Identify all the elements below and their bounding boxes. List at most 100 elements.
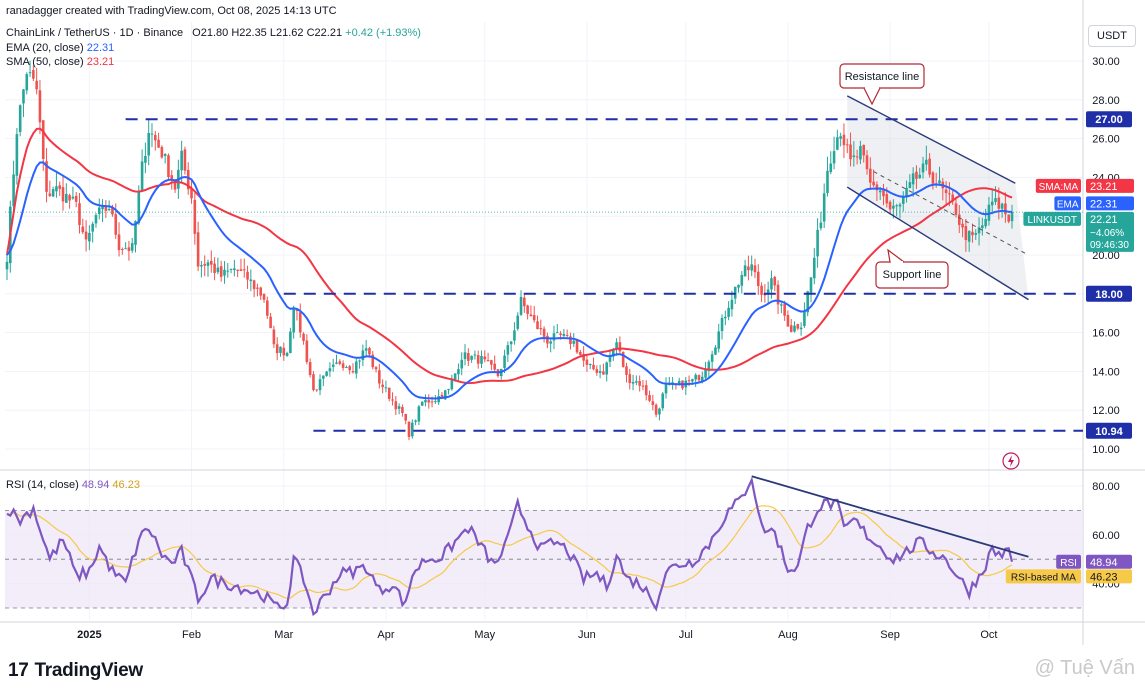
x-tick-label: Sep <box>880 629 900 641</box>
candle-body <box>546 335 549 344</box>
candle-body <box>948 193 951 195</box>
candle-body <box>737 284 740 288</box>
candle-body <box>35 80 38 90</box>
currency-selector[interactable]: USDT <box>1088 25 1136 47</box>
candle-body <box>714 347 717 355</box>
candle-body <box>206 262 210 266</box>
candle-body <box>789 325 793 332</box>
candle-body <box>153 135 157 141</box>
candle-body <box>724 316 727 319</box>
candle-body <box>256 287 259 289</box>
price-labels[interactable]: 27.00 18.00 10.94 SMA:MA 23.21 EMA 22.31 LINKUS… <box>1005 111 1134 584</box>
candle-body <box>618 342 622 352</box>
rsi-tick-label: 60.00 <box>1092 530 1120 542</box>
candle-body <box>773 276 777 286</box>
rsi-name-tag <box>1005 569 1081 584</box>
candle-body <box>753 265 757 273</box>
x-tick-label: Jun <box>578 629 596 641</box>
candle-body <box>592 364 595 370</box>
candle-body <box>140 161 144 191</box>
x-tick-label: May <box>474 629 495 641</box>
candle-body <box>611 348 615 357</box>
tradingview-logo[interactable]: 17 TradingView <box>8 660 143 682</box>
candle-body <box>971 231 974 236</box>
candle-body <box>443 390 447 400</box>
candle-body <box>994 198 997 202</box>
candle-body <box>111 207 114 215</box>
candle-body <box>124 248 127 250</box>
candle-body <box>12 174 15 207</box>
candle-body <box>829 163 833 173</box>
candle-body <box>331 364 335 367</box>
candle-body <box>457 369 460 375</box>
sma-legend[interactable]: SMA (50, close) 23.21 <box>6 55 114 69</box>
candle-body <box>621 352 625 367</box>
candle-body <box>552 333 556 341</box>
candle-body <box>275 344 279 354</box>
candle-body <box>289 331 292 354</box>
candle-body <box>760 285 763 295</box>
candle-body <box>378 370 381 384</box>
candle-body <box>661 393 665 409</box>
candle-body <box>855 156 859 158</box>
candle-body <box>157 139 160 148</box>
indicator-name-text: SMA:MA <box>1039 182 1079 193</box>
candle-body <box>727 307 730 317</box>
ema-legend[interactable]: EMA (20, close) 22.31 <box>6 41 114 55</box>
candle-body <box>608 356 612 362</box>
ohlc-open: O21.80 <box>192 27 229 39</box>
candle-body <box>743 265 747 277</box>
candle-body <box>822 193 826 222</box>
candle-body <box>503 355 506 368</box>
candle-body <box>954 203 958 215</box>
candle-body <box>951 194 954 202</box>
candle-body <box>259 287 263 296</box>
candle-body <box>644 385 648 396</box>
support-line <box>846 186 1029 301</box>
candle-body <box>990 201 994 206</box>
candle-body <box>832 151 836 164</box>
candle-body <box>588 364 592 366</box>
candle-body <box>394 401 398 410</box>
candle-body <box>38 90 42 123</box>
candle-body <box>180 150 183 171</box>
candle-body <box>144 155 147 163</box>
candle-body <box>190 187 193 199</box>
candle-body <box>51 189 55 197</box>
candle-body <box>81 226 85 233</box>
candle-body <box>671 382 674 384</box>
candle-body <box>473 354 477 356</box>
candle-body <box>371 354 375 368</box>
candle-body <box>249 279 253 282</box>
candle-body <box>878 190 882 193</box>
candle-body <box>598 371 602 373</box>
candle-body <box>780 304 783 306</box>
ohlc-change: +0.42 (+1.93%) <box>345 27 421 39</box>
x-tick-label: Feb <box>182 629 201 641</box>
candle-body <box>193 199 197 234</box>
candle-body <box>404 413 408 421</box>
symbol-legend[interactable]: ChainLink / TetherUS · 1D · Binance O21.… <box>6 26 421 40</box>
candle-body <box>786 314 790 327</box>
candle-body <box>440 394 444 399</box>
candle-body <box>529 314 533 317</box>
candle-body <box>5 261 9 270</box>
candle-body <box>200 265 203 267</box>
candle-body <box>677 380 681 385</box>
rsi-legend[interactable]: RSI (14, close) 48.94 46.23 <box>6 478 140 492</box>
candle-body <box>186 169 190 190</box>
candle-body <box>872 181 875 186</box>
candle-body <box>335 362 338 364</box>
candle-body <box>476 355 480 364</box>
candle-body <box>387 387 391 399</box>
candle-body <box>318 379 322 391</box>
candle-body <box>391 399 394 401</box>
candle-body <box>209 260 213 265</box>
candle-body <box>532 315 536 321</box>
candle-body <box>523 297 526 307</box>
candle-body <box>849 144 852 160</box>
candle-body <box>147 132 150 156</box>
lightning-glyph-icon <box>1008 455 1014 467</box>
candle-body <box>48 193 52 197</box>
indicator-name-text: EMA <box>1057 199 1079 210</box>
